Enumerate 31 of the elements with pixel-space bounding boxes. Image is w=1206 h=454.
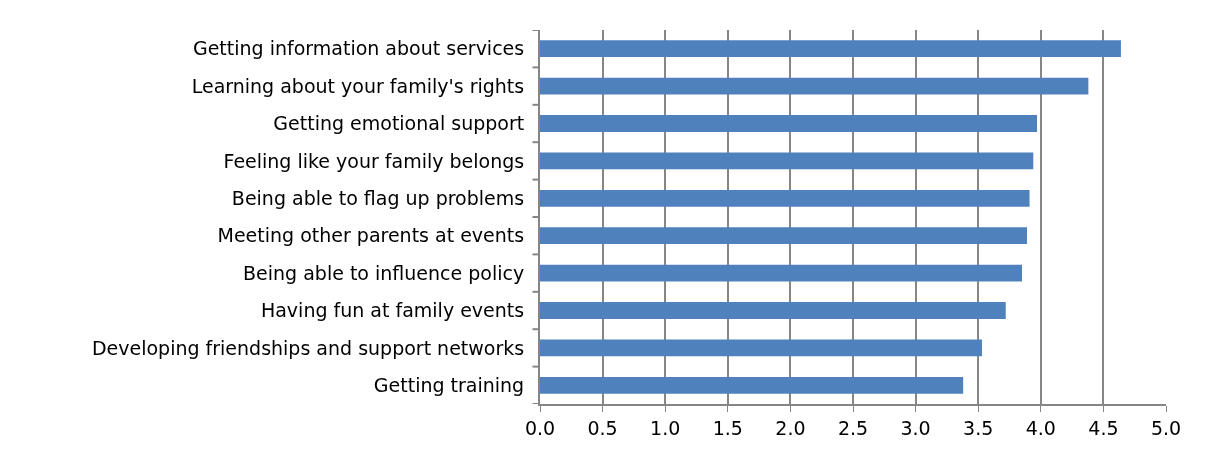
y-tick-label: Getting emotional support (273, 112, 525, 135)
bar (540, 115, 1038, 132)
bar (540, 40, 1121, 58)
y-tick-label: Feeling like your family belongs (223, 149, 525, 172)
x-tick-label: 1.5 (712, 416, 743, 439)
bar (540, 302, 1006, 319)
y-tick-label: Meeting other parents at events (217, 224, 525, 247)
y-tick-label: Learning about your family's rights (191, 74, 525, 97)
bar (540, 264, 1023, 282)
x-tick-label: 0.5 (587, 416, 618, 439)
x-tick-label: 3.5 (963, 416, 994, 439)
x-tick-label: 1.0 (650, 416, 681, 439)
x-tick-label: 4.0 (1025, 416, 1056, 439)
bar (540, 376, 964, 394)
x-tick-label: 2.0 (775, 416, 806, 439)
bar (540, 152, 1034, 170)
bar (540, 339, 982, 357)
bar (540, 77, 1089, 95)
x-tick-label: 2.5 (837, 416, 869, 439)
bar (540, 189, 1030, 207)
y-tick-label: Being able to influence policy (243, 261, 525, 284)
x-tick-label: 5.0 (1150, 416, 1182, 439)
y-tick-label: Having fun at family events (260, 299, 525, 322)
y-tick-label: Developing friendships and support networks (91, 336, 525, 359)
y-tick-label: Being able to flag up problems (231, 186, 525, 209)
x-tick-label: 0.0 (524, 416, 556, 439)
y-tick-label: Getting training (373, 373, 525, 396)
x-tick-label: 3.0 (900, 416, 931, 439)
y-tick-label: Getting information about services (192, 37, 525, 60)
bar (540, 227, 1028, 245)
x-tick-label: 4.5 (1088, 416, 1119, 439)
